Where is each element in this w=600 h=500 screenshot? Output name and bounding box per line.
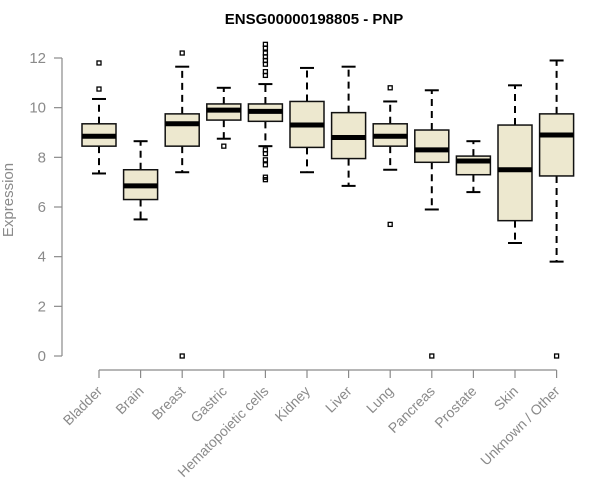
- x-tick-label: Unknown / Other: [477, 383, 563, 469]
- x-tick-label: Breast: [148, 383, 188, 423]
- outlier-point: [262, 162, 269, 168]
- outlier-point: [262, 41, 269, 47]
- outlier-point: [262, 69, 269, 75]
- box-iqr: [414, 129, 450, 164]
- box-group: [330, 65, 367, 187]
- box-group: [538, 59, 575, 359]
- box-iqr: [164, 113, 200, 147]
- box-group: [206, 86, 242, 149]
- chart-title: ENSG00000198805 - PNP: [225, 11, 403, 28]
- x-tick-label: Skin: [491, 383, 522, 414]
- y-tick-label: 8: [38, 149, 46, 166]
- x-tick-label: Lung: [363, 383, 396, 416]
- x-tick-label: Bladder: [60, 383, 106, 429]
- box-group: [372, 85, 408, 228]
- box-group: [414, 89, 450, 359]
- outlier-point: [221, 143, 227, 149]
- outlier-point: [262, 157, 269, 163]
- box-iqr: [497, 124, 533, 222]
- y-tick-label: 2: [38, 298, 46, 315]
- y-tick-label: 12: [29, 50, 46, 67]
- y-axis-label: Expression: [0, 163, 17, 237]
- outlier-point: [96, 86, 102, 92]
- outlier-point: [387, 221, 393, 228]
- outlier-point: [179, 353, 185, 359]
- box-group: [247, 41, 284, 183]
- box-group: [289, 66, 325, 174]
- outlier-point: [553, 353, 560, 359]
- y-tick-label: 0: [38, 348, 46, 365]
- box-group: [164, 50, 200, 359]
- outlier-point: [96, 60, 102, 66]
- x-tick-label: Brain: [112, 383, 146, 417]
- box-group: [81, 60, 117, 175]
- outlier-point: [179, 50, 185, 56]
- outlier-point: [429, 353, 435, 359]
- x-tick-label: Liver: [322, 383, 355, 416]
- outlier-point: [262, 147, 269, 153]
- box-iqr: [538, 113, 575, 177]
- box-group: [455, 140, 492, 194]
- x-tick-label: Kidney: [272, 383, 314, 425]
- outlier-point: [262, 174, 269, 180]
- box-group: [122, 140, 159, 221]
- y-tick-label: 4: [38, 249, 46, 266]
- x-tick-label: Prostate: [431, 383, 479, 431]
- y-tick-label: 6: [38, 199, 46, 216]
- plot-area: [81, 41, 575, 359]
- outlier-point: [387, 85, 393, 91]
- outlier-point: [262, 50, 269, 56]
- y-tick-label: 10: [29, 100, 46, 117]
- box-group: [497, 84, 533, 245]
